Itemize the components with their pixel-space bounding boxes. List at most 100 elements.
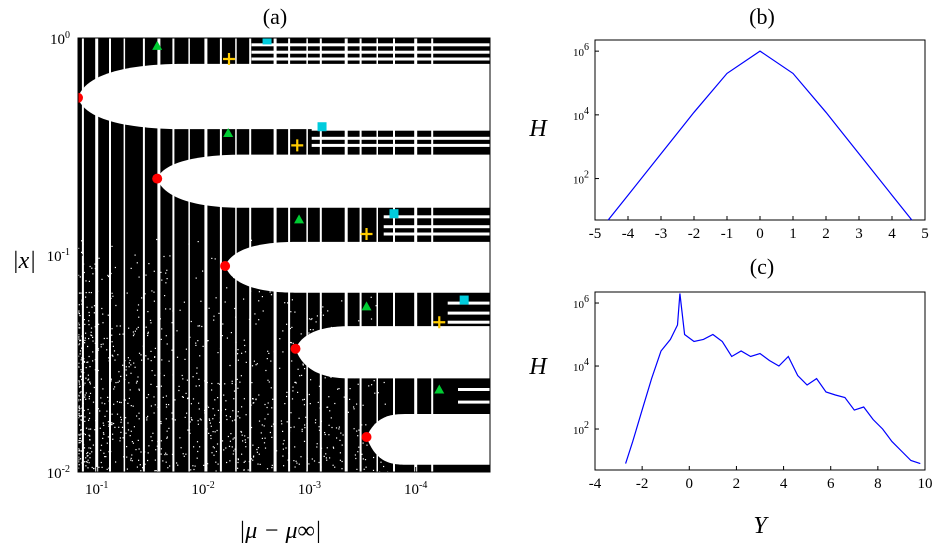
branch-band — [311, 127, 490, 131]
speckle-dot — [85, 427, 88, 429]
speckle-dot — [78, 394, 80, 396]
speckle-dot — [237, 459, 239, 461]
speckle-dot — [250, 426, 253, 429]
speckle-dot — [114, 266, 116, 269]
speckle-dot — [125, 369, 127, 371]
speckle-dot — [129, 389, 131, 391]
speckle-dot — [85, 465, 87, 467]
speckle-dot — [210, 425, 212, 427]
speckle-dot — [165, 406, 168, 408]
speckle-dot — [106, 337, 108, 339]
speckle-dot — [84, 433, 86, 436]
speckle-dot — [314, 422, 317, 424]
speckle-dot — [140, 354, 142, 356]
speckle-dot — [130, 459, 132, 461]
speckle-dot — [131, 454, 133, 456]
yellow-star-marker — [360, 227, 373, 240]
x-tick-label: 6 — [827, 476, 835, 492]
speckle-dot — [131, 460, 133, 462]
speckle-dot — [289, 327, 291, 330]
speckle-dot — [91, 267, 93, 269]
speckle-dot — [241, 352, 243, 354]
speckle-dot — [165, 308, 167, 310]
speckle-dot — [126, 456, 128, 458]
speckle-dot — [323, 455, 325, 457]
speckle-dot — [150, 322, 152, 324]
speckle-dot — [107, 436, 109, 438]
speckle-dot — [138, 389, 140, 391]
speckle-dot — [322, 306, 324, 308]
speckle-dot — [153, 300, 155, 302]
speckle-dot — [87, 467, 89, 469]
speckle-dot — [341, 300, 343, 302]
speckle-dot — [213, 447, 215, 449]
speckle-dot — [244, 460, 246, 462]
speckle-dot — [195, 344, 197, 346]
speckle-dot — [383, 381, 385, 384]
speckle-dot — [373, 456, 375, 459]
speckle-dot — [79, 399, 82, 401]
speckle-dot — [165, 335, 167, 337]
speckle-dot — [329, 410, 331, 412]
speckle-dot — [366, 444, 368, 446]
speckle-dot — [241, 406, 243, 408]
speckle-dot — [85, 332, 87, 334]
speckle-dot — [284, 403, 286, 405]
speckle-dot — [168, 427, 170, 429]
speckle-dot — [211, 382, 213, 385]
speckle-dot — [103, 433, 105, 435]
speckle-dot — [214, 414, 216, 416]
speckle-dot — [91, 466, 93, 469]
speckle-dot — [105, 456, 107, 458]
speckle-dot — [332, 464, 334, 466]
speckle-dot — [136, 262, 138, 264]
speckle-dot — [286, 323, 288, 325]
speckle-dot — [141, 359, 143, 361]
speckle-dot — [148, 445, 150, 447]
speckle-dot — [357, 435, 359, 437]
speckle-dot — [229, 364, 231, 367]
speckle-dot — [353, 408, 355, 410]
speckle-dot — [88, 280, 90, 282]
speckle-dot — [208, 307, 210, 309]
speckle-dot — [78, 292, 81, 294]
speckle-dot — [186, 412, 188, 414]
speckle-dot — [85, 377, 87, 379]
speckle-dot — [290, 412, 292, 414]
speckle-dot — [91, 306, 93, 308]
speckle-dot — [298, 463, 300, 465]
x-tick-label: 2 — [822, 226, 830, 242]
speckle-dot — [103, 452, 105, 454]
speckle-dot — [300, 456, 302, 458]
speckle-dot — [111, 245, 113, 247]
speckle-dot — [117, 381, 119, 383]
speckle-dot — [160, 271, 162, 273]
speckle-dot — [138, 316, 140, 318]
speckle-dot — [100, 346, 102, 348]
speckle-dot — [211, 257, 213, 259]
green-triangle-marker — [223, 127, 234, 137]
speckle-dot — [252, 456, 255, 458]
speckle-dot — [165, 272, 167, 274]
speckle-dot — [245, 446, 247, 448]
speckle-dot — [374, 392, 376, 394]
speckle-dot — [153, 396, 155, 398]
speckle-dot — [106, 410, 108, 412]
speckle-dot — [176, 462, 178, 464]
speckle-dot — [236, 378, 238, 380]
speckle-dot — [286, 395, 288, 398]
speckle-dot — [156, 386, 158, 388]
speckle-dot — [282, 351, 284, 353]
speckle-dot — [225, 408, 227, 411]
speckle-dot — [347, 411, 349, 413]
x-tick-label: -3 — [655, 226, 668, 242]
speckle-dot — [92, 340, 94, 342]
window-band — [219, 38, 222, 472]
speckle-dot — [81, 357, 83, 359]
speckle-dot — [251, 382, 253, 384]
speckle-dot — [150, 405, 152, 407]
speckle-dot — [225, 415, 227, 417]
green-triangle-marker — [294, 214, 305, 224]
speckle-dot — [271, 464, 273, 466]
